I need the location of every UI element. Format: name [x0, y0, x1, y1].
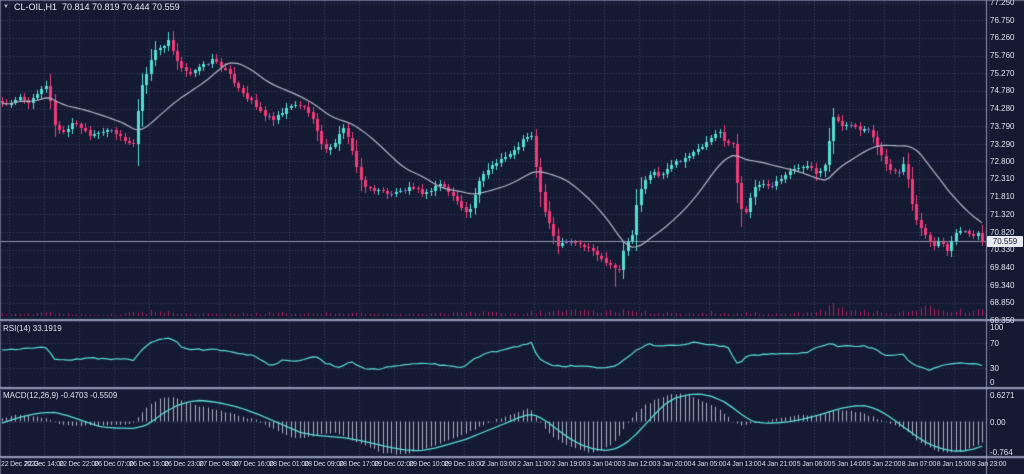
chart-title: ▼ CL-OIL,H1 70.814 70.819 70.444 70.559 [3, 2, 180, 12]
time-axis-label: 5 Jan 06:00 [796, 461, 832, 468]
time-axis-label: 2 Jan 19:00 [551, 461, 587, 468]
price-axis-label: 70.820 [990, 227, 1015, 237]
time-axis-label: 29 Dec 02:00 [374, 461, 414, 468]
time-axis-label: 28 Dec 01:00 [269, 461, 309, 468]
time-axis-label: 3 Jan 20:00 [656, 461, 692, 468]
price-axis-label: 68.850 [990, 298, 1015, 307]
rsi-axis-label: 100 [990, 323, 1004, 332]
price-axis-label: 72.800 [990, 156, 1015, 166]
time-axis-label: 28 Dec 09:00 [304, 461, 344, 468]
price-axis-label: 70.330 [990, 245, 1015, 255]
time-axis-label: 4 Jan 21:00 [761, 461, 797, 468]
time-axis-label: 26 Dec 15:00 [129, 461, 169, 468]
time-axis-label: 5 Jan 22:00 [866, 461, 902, 468]
time-axis-label: 3 Jan 04:00 [586, 461, 622, 468]
price-axis-label: 72.310 [990, 174, 1015, 184]
time-axis-label: 28 Dec 17:00 [339, 461, 379, 468]
price-axis-label: 69.340 [990, 280, 1015, 290]
ohlc-values: 70.814 70.819 70.444 70.559 [61, 2, 180, 12]
price-axis-label: 74.780 [990, 86, 1015, 96]
time-axis-label: 22 Dec 14:00 [24, 461, 64, 468]
current-price-tag: 70.559 [987, 236, 1023, 247]
time-axis-label: 8 Jan 07:00 [901, 461, 937, 468]
time-axis-label: 22 Dec 2023 [1, 461, 39, 468]
price-axis-label: 73.790 [990, 121, 1015, 131]
time-axis-label: 2 Jan 11:00 [517, 461, 551, 468]
time-axis-label: 2 Jan 03:00 [481, 461, 517, 468]
price-axis-label: 73.290 [990, 139, 1015, 149]
time-axis-label: 29 Dec 10:00 [409, 461, 449, 468]
time-axis-label: 4 Jan 13:00 [726, 461, 762, 468]
time-axis-label: 8 Jan 15:00 [936, 461, 972, 468]
time-axis-label: 8 Jan 23:00 [971, 461, 1007, 468]
time-axis-label: 26 Dec 07:00 [94, 461, 134, 468]
symbol-dropdown-icon[interactable]: ▼ [3, 4, 9, 10]
time-axis-label: 29 Dec 18:00 [444, 461, 484, 468]
price-axis-label: 68.350 [990, 315, 1015, 325]
time-axis-label: 5 Jan 14:00 [831, 461, 867, 468]
rsi-axis-label: 70 [990, 339, 999, 348]
rsi-axis-label: 30 [990, 364, 999, 373]
time-axis-label: 3 Jan 12:00 [621, 461, 657, 468]
macd-axis-label: 0.00 [990, 417, 1006, 427]
price-axis-label: 71.810 [990, 192, 1015, 202]
macd-indicator-label: MACD(12,26,9) -0.4703 -0.5509 [3, 391, 118, 400]
price-axis-label: 76.260 [990, 33, 1015, 43]
rsi-axis-label: 0 [990, 378, 995, 387]
macd-axis-label: -0.764 [990, 448, 1013, 457]
price-axis-label: 75.760 [990, 51, 1015, 61]
time-axis-label: 27 Dec 16:00 [234, 461, 274, 468]
rsi-indicator-label: RSI(14) 33.1919 [3, 324, 62, 333]
price-axis-label: 69.840 [990, 262, 1015, 272]
time-axis-label: 4 Jan 05:00 [691, 461, 727, 468]
price-axis-label: 74.280 [990, 104, 1015, 114]
symbol-label: CL-OIL,H1 [13, 2, 57, 12]
time-axis-label: 27 Dec 08:00 [199, 461, 239, 468]
price-axis-label: 75.270 [990, 68, 1015, 78]
time-axis-label: 26 Dec 23:00 [164, 461, 204, 468]
time-axis-label: 22 Dec 22:00 [59, 461, 99, 468]
macd-axis-label: 0.6271 [990, 391, 1015, 400]
price-axis-label: 77.250 [990, 0, 1015, 8]
price-axis-label: 71.320 [990, 209, 1015, 219]
price-axis-label: 76.750 [990, 15, 1015, 25]
